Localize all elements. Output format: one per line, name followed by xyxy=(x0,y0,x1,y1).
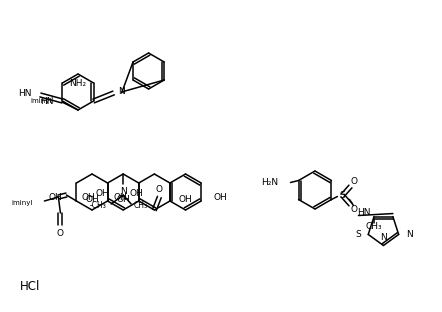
Text: OH: OH xyxy=(130,188,144,197)
Text: OH: OH xyxy=(116,196,130,204)
Text: N: N xyxy=(380,233,387,242)
Text: OH: OH xyxy=(96,188,110,197)
Text: iminyl: iminyl xyxy=(30,98,52,104)
Text: N: N xyxy=(120,188,126,197)
Text: N: N xyxy=(406,230,412,239)
Text: CH₃: CH₃ xyxy=(133,202,147,211)
Text: OH: OH xyxy=(85,196,99,204)
Text: HN: HN xyxy=(358,208,371,217)
Text: -CH₃: -CH₃ xyxy=(89,202,106,211)
Text: N: N xyxy=(118,87,126,96)
Text: HN: HN xyxy=(18,89,31,97)
Text: S: S xyxy=(339,191,345,200)
Text: OH: OH xyxy=(49,193,62,202)
Text: iminyl: iminyl xyxy=(11,200,32,206)
Text: O: O xyxy=(156,186,163,194)
Text: OH: OH xyxy=(179,196,192,204)
Text: HN: HN xyxy=(40,96,53,105)
Text: O: O xyxy=(351,177,358,186)
Text: O: O xyxy=(57,228,64,237)
Text: OH: OH xyxy=(82,193,95,202)
Text: HCl: HCl xyxy=(20,280,40,293)
Text: OH: OH xyxy=(113,193,127,202)
Text: NH₂: NH₂ xyxy=(69,80,87,89)
Text: CH₃: CH₃ xyxy=(366,222,382,231)
Text: H₂N: H₂N xyxy=(261,178,278,187)
Text: S: S xyxy=(355,230,361,239)
Text: O: O xyxy=(351,205,358,214)
Text: OH: OH xyxy=(213,193,227,202)
